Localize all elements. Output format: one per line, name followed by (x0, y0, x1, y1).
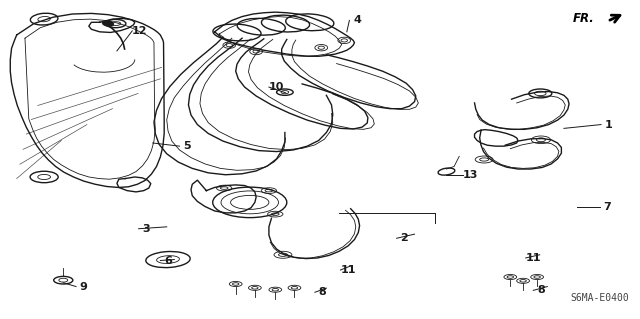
Text: FR.: FR. (573, 12, 595, 25)
Text: 4: 4 (353, 15, 361, 26)
Text: 7: 7 (604, 202, 611, 211)
Text: 13: 13 (463, 170, 478, 180)
Text: 8: 8 (537, 286, 545, 295)
Text: 10: 10 (269, 82, 284, 92)
Text: 1: 1 (605, 120, 612, 130)
Text: S6MA-E0400: S6MA-E0400 (570, 293, 629, 303)
Text: 9: 9 (80, 282, 88, 292)
Text: 12: 12 (132, 26, 148, 36)
Text: 2: 2 (401, 233, 408, 243)
Text: 11: 11 (340, 265, 356, 275)
Text: 5: 5 (183, 141, 191, 151)
Text: 8: 8 (319, 287, 326, 297)
Ellipse shape (102, 21, 114, 26)
Text: 11: 11 (525, 253, 541, 263)
Text: 6: 6 (164, 256, 172, 265)
Text: 3: 3 (143, 224, 150, 234)
